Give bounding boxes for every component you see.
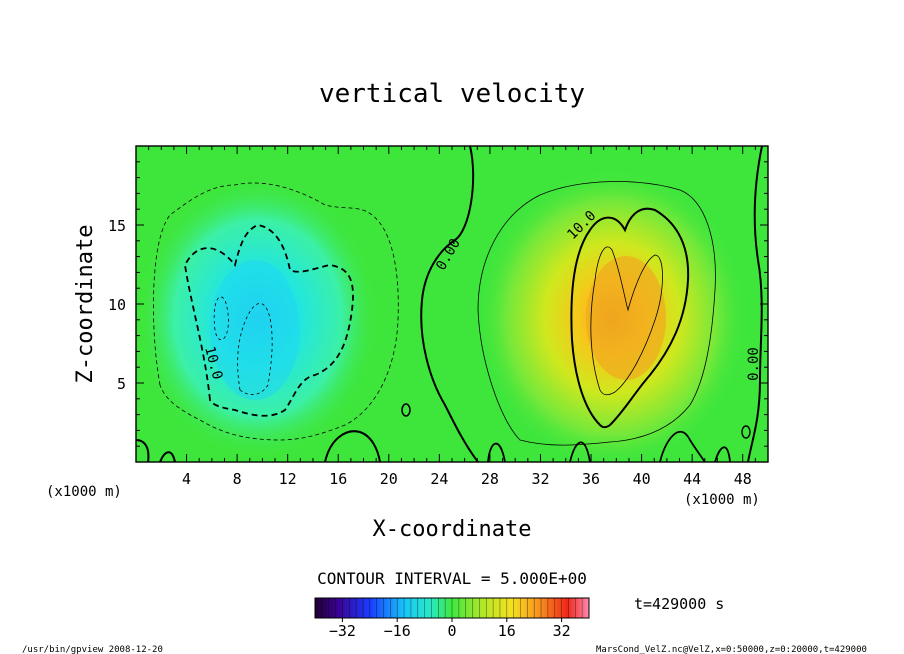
colorbar-ticks: −32 −16 0 16 32 [329,618,571,640]
x-unit-left: (x1000 m) [46,484,122,500]
colorbar-tick-label: 0 [447,622,456,640]
updraft-core-shading [586,256,666,380]
x-tick-label: 40 [633,470,651,488]
contour-interval-label: CONTOUR INTERVAL = 5.000E+00 [317,569,587,588]
colorbar-tick-label: 16 [498,622,516,640]
x-tick-label: 48 [734,470,752,488]
x-tick-label: 32 [531,470,549,488]
contour-pos-5 [477,181,716,446]
x-unit-right: (x1000 m) [684,492,760,508]
footer-left: /usr/bin/gpview 2008-12-20 [22,645,163,654]
y-axis-label: Z-coordinate [73,225,98,384]
contour-pos-15 [590,246,663,396]
contour-neg-10 [184,224,354,417]
y-tick-label: 10 [108,296,126,314]
contour-neg-15 [213,296,273,395]
colorbar-tick-label: 32 [553,622,571,640]
colorbar-tick-label: −16 [384,622,411,640]
x-tick-label: 28 [481,470,499,488]
x-tick-label: 44 [683,470,701,488]
contour-zero-blob-2 [741,425,751,439]
x-tick-label: 16 [329,470,347,488]
y-tick-label: 15 [108,217,126,235]
contour-zero-middle [420,146,479,462]
footer-right: MarsCond_VelZ.nc@VelZ,x=0:50000,z=0:2000… [596,645,867,654]
x-tick-label: 8 [233,470,242,488]
x-tick-label: 24 [430,470,448,488]
y-axis-ticks: 5 10 15 [108,161,768,447]
contour-zero-right [747,146,763,462]
colorbar-stripes [321,598,583,618]
downdraft-core-shading [210,260,300,400]
y-tick-label: 5 [117,375,126,393]
contour-zero-blob [401,403,411,417]
x-axis-label: X-coordinate [373,517,532,542]
x-tick-label: 4 [182,470,191,488]
x-tick-label: 20 [380,470,398,488]
contour-label: 0.00 [746,347,762,381]
contour-neg-5 [153,182,399,441]
x-tick-label: 36 [582,470,600,488]
x-tick-label: 12 [279,470,297,488]
time-label: t=429000 s [634,595,724,613]
contour-zero-bottom-right [487,431,731,462]
contour-pos-10 [570,207,690,429]
plot-area [136,146,768,462]
chart-title: vertical velocity [319,79,585,109]
x-axis-ticks: 4 8 12 16 20 24 28 32 36 40 44 48 [148,146,756,488]
colorbar-tick-label: −32 [329,622,356,640]
